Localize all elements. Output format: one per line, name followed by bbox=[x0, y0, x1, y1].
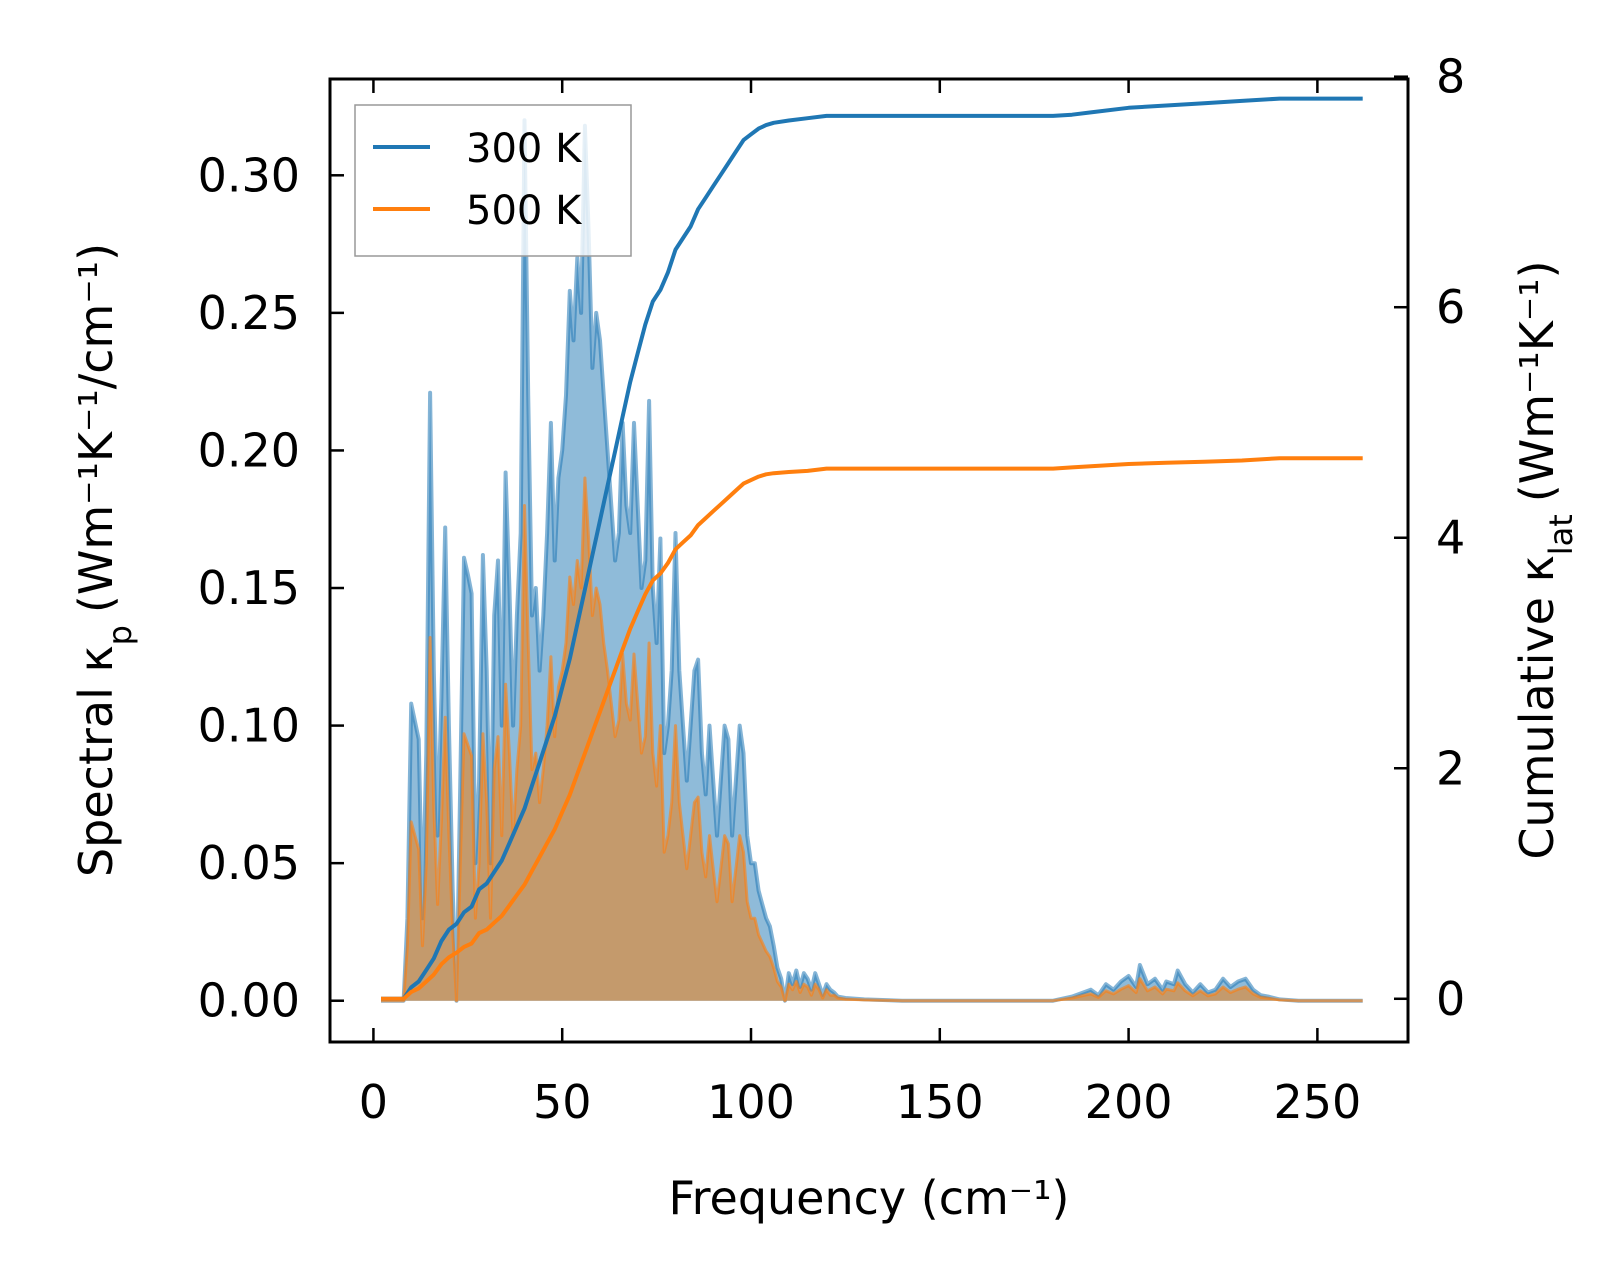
y-left-tick-label: 0.25 bbox=[198, 286, 300, 340]
y-axis-right-title: Cumulative κlat (Wm⁻¹K⁻¹) bbox=[1510, 260, 1580, 859]
data-lines bbox=[381, 96, 1363, 1001]
y-axis-left-title: Spectral κp (Wm⁻¹K⁻¹/cm⁻¹) bbox=[69, 243, 139, 877]
x-tick-label: 50 bbox=[533, 1075, 592, 1129]
y-right-unit: (Wm⁻¹K⁻¹) bbox=[1510, 260, 1564, 502]
y-left-tick-label: 0.30 bbox=[198, 148, 300, 202]
x-tick-label: 150 bbox=[896, 1075, 984, 1129]
y-left-unit: (Wm⁻¹K⁻¹/cm⁻¹) bbox=[69, 243, 123, 613]
legend-label-300k: 300 K bbox=[466, 126, 583, 172]
axis-ticks: 0 50 100 150 200 250 0.00 0.05 0.10 0.15 0.20 0.25 0… bbox=[198, 50, 1466, 1129]
y-left-tick-label: 0.05 bbox=[198, 836, 300, 890]
y-left-sub: p bbox=[101, 625, 139, 645]
cumulative-line-300k bbox=[381, 96, 1363, 1001]
x-tick-label: 100 bbox=[707, 1075, 795, 1129]
legend: 300 K 500 K bbox=[354, 104, 632, 257]
y-left-tick-label: 0.10 bbox=[198, 699, 300, 753]
cumulative-line-500k bbox=[381, 456, 1363, 1001]
legend-label-500k: 500 K bbox=[466, 188, 583, 234]
x-tick-label: 250 bbox=[1273, 1075, 1361, 1129]
y-left-main: Spectral κ bbox=[69, 645, 123, 877]
y-right-sub: lat bbox=[1542, 514, 1580, 555]
spectral-line-300k bbox=[381, 118, 1363, 1003]
legend-frame bbox=[354, 104, 632, 257]
spectral-fills bbox=[381, 118, 1363, 1003]
y-right-tick-label: 4 bbox=[1436, 511, 1465, 565]
y-right-tick-label: 0 bbox=[1436, 972, 1465, 1026]
x-tick-label: 0 bbox=[359, 1075, 388, 1129]
y-right-tick-label: 6 bbox=[1436, 280, 1465, 334]
plot-frame bbox=[328, 77, 1410, 1044]
y-right-tick-label: 2 bbox=[1436, 741, 1465, 795]
y-right-tick-label: 8 bbox=[1436, 50, 1465, 104]
y-left-tick-label: 0.00 bbox=[198, 974, 300, 1028]
spectral-fill-500k bbox=[381, 478, 1363, 1001]
y-left-tick-label: 0.15 bbox=[198, 561, 300, 615]
spectral-line-500k bbox=[381, 476, 1363, 1003]
x-tick-label: 200 bbox=[1085, 1075, 1173, 1129]
y-left-tick-label: 0.20 bbox=[198, 423, 300, 477]
y-right-main: Cumulative κ bbox=[1510, 555, 1564, 859]
x-axis-title: Frequency (cm⁻¹) bbox=[669, 1171, 1070, 1225]
